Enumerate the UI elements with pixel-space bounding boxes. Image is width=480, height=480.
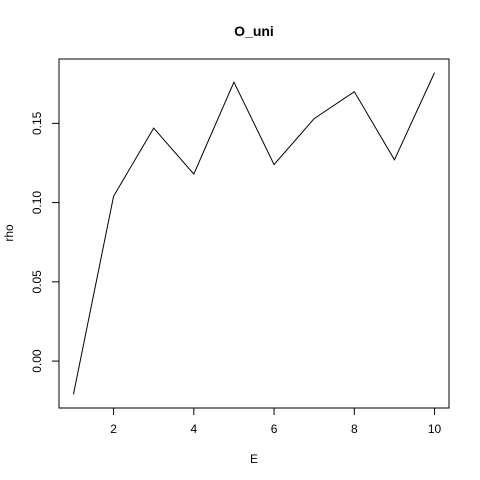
x-tick-label: 2 [110,422,117,436]
y-tick-label: 0.10 [30,191,44,215]
x-tick-label: 6 [271,422,278,436]
y-axis-title: rho [2,224,16,242]
x-tick-label: 8 [351,422,358,436]
y-axis: 0.00 0.05 0.10 0.15 [30,111,59,372]
x-axis-title: E [250,452,258,466]
plot-area-frame [59,59,449,408]
y-tick-label: 0.15 [30,111,44,135]
y-tick-label: 0.00 [30,349,44,373]
series-layer [73,73,434,395]
x-tick-label: 10 [428,422,442,436]
chart-title: O_uni [234,23,274,39]
y-tick-label: 0.05 [30,270,44,294]
series-line [73,73,434,395]
x-axis: 2 4 6 8 10 [110,408,441,436]
x-tick-label: 4 [190,422,197,436]
